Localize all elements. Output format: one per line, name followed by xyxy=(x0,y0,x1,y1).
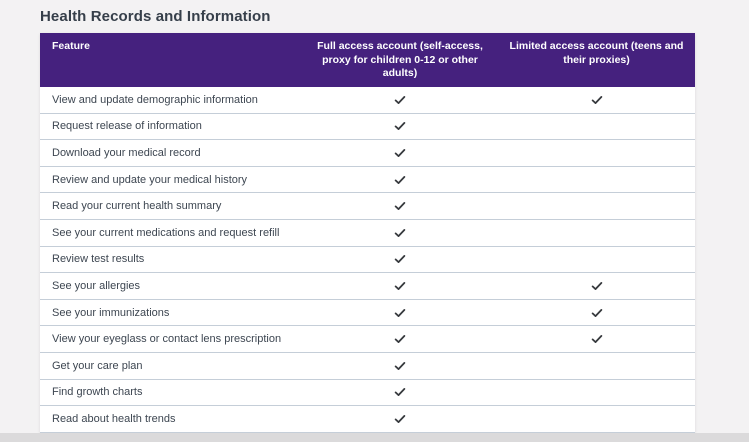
feature-cell: Find growth charts xyxy=(40,379,302,407)
full-access-cell xyxy=(302,299,498,327)
full-access-cell xyxy=(302,272,498,300)
table-header: Feature Full access account (self-access… xyxy=(40,33,695,87)
checkmark-icon xyxy=(591,94,603,106)
header-row: Feature Full access account (self-access… xyxy=(40,33,695,87)
column-header-full-access: Full access account (self-access, proxy … xyxy=(302,33,498,87)
full-access-cell xyxy=(302,113,498,141)
feature-cell: Review test results xyxy=(40,246,302,274)
limited-access-cell xyxy=(498,113,695,141)
limited-access-cell xyxy=(498,246,695,274)
table-body: View and update demographic information R… xyxy=(40,86,695,433)
table-row: Download your medical record xyxy=(40,139,695,167)
table-row: See your allergies xyxy=(40,272,695,300)
table-row: See your current medications and request… xyxy=(40,219,695,247)
feature-cell: Review and update your medical history xyxy=(40,166,302,194)
feature-comparison-table: Feature Full access account (self-access… xyxy=(40,33,695,433)
bottom-band xyxy=(0,433,749,442)
checkmark-icon xyxy=(394,174,406,186)
checkmark-icon xyxy=(591,333,603,345)
full-access-cell xyxy=(302,139,498,167)
column-header-full-access-label: Full access account (self-access, proxy … xyxy=(317,40,483,79)
full-access-cell xyxy=(302,246,498,274)
limited-access-cell xyxy=(498,405,695,433)
feature-cell: View your eyeglass or contact lens presc… xyxy=(40,325,302,353)
feature-cell: Request release of information xyxy=(40,113,302,141)
checkmark-icon xyxy=(394,360,406,372)
table-row: Read your current health summary xyxy=(40,192,695,220)
full-access-cell xyxy=(302,325,498,353)
full-access-cell xyxy=(302,166,498,194)
full-access-cell xyxy=(302,219,498,247)
checkmark-icon xyxy=(394,307,406,319)
checkmark-icon xyxy=(394,280,406,292)
limited-access-cell xyxy=(498,379,695,407)
table-row: Request release of information xyxy=(40,113,695,141)
limited-access-cell xyxy=(498,272,695,300)
table-row: Get your care plan xyxy=(40,352,695,380)
column-header-limited-access-label: Limited access account (teens and their … xyxy=(509,40,684,66)
full-access-cell xyxy=(302,86,498,114)
checkmark-icon xyxy=(394,227,406,239)
checkmark-icon xyxy=(394,333,406,345)
checkmark-icon xyxy=(591,307,603,319)
table-row: Find growth charts xyxy=(40,379,695,407)
limited-access-cell xyxy=(498,352,695,380)
limited-access-cell xyxy=(498,86,695,114)
limited-access-cell xyxy=(498,299,695,327)
limited-access-cell xyxy=(498,219,695,247)
table-row: View and update demographic information xyxy=(40,86,695,114)
checkmark-icon xyxy=(394,413,406,425)
full-access-cell xyxy=(302,192,498,220)
limited-access-cell xyxy=(498,139,695,167)
column-header-feature: Feature xyxy=(40,33,302,87)
limited-access-cell xyxy=(498,166,695,194)
full-access-cell xyxy=(302,352,498,380)
checkmark-icon xyxy=(394,386,406,398)
table-row: View your eyeglass or contact lens presc… xyxy=(40,325,695,353)
checkmark-icon xyxy=(394,200,406,212)
checkmark-icon xyxy=(394,147,406,159)
feature-cell: See your immunizations xyxy=(40,299,302,327)
feature-cell: Read about health trends xyxy=(40,405,302,433)
checkmark-icon xyxy=(394,120,406,132)
checkmark-icon xyxy=(591,280,603,292)
page-title: Health Records and Information xyxy=(40,8,271,25)
feature-cell: View and update demographic information xyxy=(40,86,302,114)
column-header-feature-label: Feature xyxy=(52,40,90,52)
feature-cell: See your current medications and request… xyxy=(40,219,302,247)
feature-cell: Get your care plan xyxy=(40,352,302,380)
table-row: Read about health trends xyxy=(40,405,695,433)
table-row: See your immunizations xyxy=(40,299,695,327)
feature-cell: Read your current health summary xyxy=(40,192,302,220)
table-row: Review test results xyxy=(40,246,695,274)
full-access-cell xyxy=(302,379,498,407)
checkmark-icon xyxy=(394,94,406,106)
full-access-cell xyxy=(302,405,498,433)
table-row: Review and update your medical history xyxy=(40,166,695,194)
limited-access-cell xyxy=(498,325,695,353)
feature-cell: Download your medical record xyxy=(40,139,302,167)
checkmark-icon xyxy=(394,253,406,265)
column-header-limited-access: Limited access account (teens and their … xyxy=(498,33,695,87)
limited-access-cell xyxy=(498,192,695,220)
feature-cell: See your allergies xyxy=(40,272,302,300)
